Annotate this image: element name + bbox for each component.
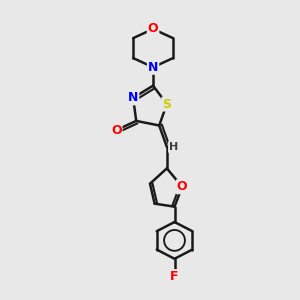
Text: N: N bbox=[148, 61, 158, 74]
Text: S: S bbox=[162, 98, 171, 110]
Text: O: O bbox=[148, 22, 158, 35]
Text: O: O bbox=[177, 180, 188, 193]
Text: H: H bbox=[169, 142, 178, 152]
Text: F: F bbox=[170, 270, 179, 283]
Text: O: O bbox=[111, 124, 122, 136]
Text: N: N bbox=[128, 92, 138, 104]
